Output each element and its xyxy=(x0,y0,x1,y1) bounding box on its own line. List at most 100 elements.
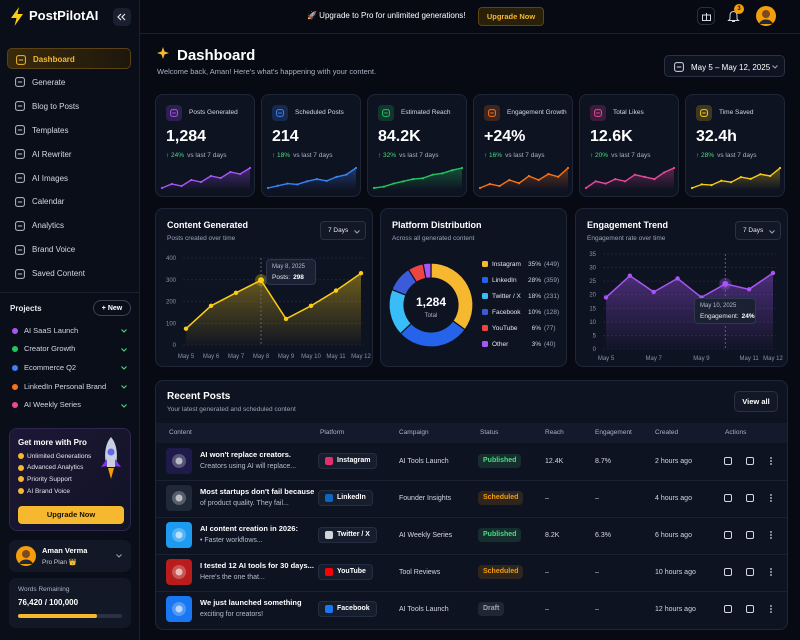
nav-item[interactable]: AI Images xyxy=(7,168,131,189)
action-button[interactable] xyxy=(765,603,777,615)
platform-icon xyxy=(325,568,333,577)
sparkline-point xyxy=(239,172,242,176)
chevron-shape xyxy=(354,229,360,234)
rocket-window xyxy=(107,448,115,456)
platform-name: Facebook xyxy=(337,605,370,612)
action-button[interactable] xyxy=(765,455,777,467)
sparkline-line xyxy=(479,167,569,189)
sparkline-point xyxy=(421,177,424,180)
sparkline-point xyxy=(276,184,279,187)
action-shape xyxy=(724,568,732,576)
collapse-button[interactable] xyxy=(113,8,131,26)
promo-feature: Advanced Analytics xyxy=(27,464,84,472)
platform-name: Twitter / X xyxy=(337,531,370,538)
nav-item[interactable]: Analytics xyxy=(7,215,131,236)
promo-feature: Priority Support xyxy=(27,475,72,483)
nav-item[interactable]: Brand Voice xyxy=(7,239,131,260)
recent-posts-panel: Recent Posts Your latest generated and sc… xyxy=(155,380,788,630)
sparkline-point xyxy=(547,172,550,176)
nav-item[interactable]: Templates xyxy=(7,120,131,141)
legend-label: Instagram xyxy=(492,261,521,268)
icon-shape xyxy=(382,109,390,117)
post-title: I tested 12 AI tools for 30 days... xyxy=(200,561,314,570)
sparkline-point xyxy=(451,169,454,172)
sparkle-icon xyxy=(157,47,169,59)
action-button[interactable] xyxy=(744,455,756,467)
legend-count: (40) xyxy=(544,341,556,348)
rocket-flame xyxy=(108,468,114,479)
icon-shape xyxy=(16,54,26,65)
action-button[interactable] xyxy=(765,492,777,504)
stat-title: Posts Generated xyxy=(189,109,238,116)
sparkline xyxy=(478,166,570,190)
sparkline-point xyxy=(382,185,385,188)
line-point xyxy=(722,280,729,287)
action-icon xyxy=(746,605,754,613)
page-subtitle: Welcome back, Aman! Here's what's happen… xyxy=(157,67,377,76)
action-button[interactable] xyxy=(722,492,734,504)
chevron xyxy=(116,554,122,558)
tooltip-value: 24% xyxy=(741,313,755,320)
action-button[interactable] xyxy=(744,492,756,504)
nav-item[interactable]: Generate xyxy=(7,72,131,93)
project-name[interactable]: LinkedIn Personal Brand xyxy=(24,381,107,391)
icon-shape xyxy=(594,109,602,117)
stat-change: ↑ 28% xyxy=(696,152,715,159)
upgrade-button[interactable]: Upgrade Now xyxy=(18,506,124,524)
created: 2 hours ago xyxy=(655,458,692,465)
action-shape xyxy=(724,605,732,613)
action-button[interactable] xyxy=(722,566,734,578)
thumbnail xyxy=(166,522,192,548)
icon-shape xyxy=(15,268,25,279)
action-button[interactable] xyxy=(744,529,756,541)
date-picker[interactable]: May 5 – May 12, 2025 xyxy=(664,55,785,77)
nav-item[interactable]: Blog to Posts xyxy=(7,96,131,117)
nav-item[interactable]: Saved Content xyxy=(7,263,131,284)
gift-button[interactable] xyxy=(697,7,715,25)
action-button[interactable] xyxy=(722,529,734,541)
project-name[interactable]: AI Weekly Series xyxy=(24,400,81,410)
promo-feature: AI Brand Voice xyxy=(27,487,70,495)
campaign: AI Tools Launch xyxy=(399,458,449,465)
user-card[interactable]: Aman Verma Pro Plan 👑 xyxy=(9,540,131,572)
y-tick-label: 5 xyxy=(593,333,597,339)
icon-shape xyxy=(15,101,25,112)
action-shape xyxy=(770,568,772,570)
rocket-fin xyxy=(101,459,121,467)
action-button[interactable] xyxy=(722,455,734,467)
line-area xyxy=(606,273,773,349)
stat-change: ↑ 32% xyxy=(378,152,397,159)
nav-item[interactable]: Dashboard xyxy=(7,48,131,69)
page-title: Dashboard xyxy=(177,47,256,64)
column-header: Created xyxy=(655,429,679,436)
action-button[interactable] xyxy=(744,603,756,615)
sparkline-point xyxy=(200,180,203,184)
project-name[interactable]: Creator Growth xyxy=(24,344,76,354)
nav-item[interactable]: AI Rewriter xyxy=(7,144,131,165)
nav-item[interactable]: Calendar xyxy=(7,191,131,212)
action-button[interactable] xyxy=(765,566,777,578)
action-button[interactable] xyxy=(744,566,756,578)
line xyxy=(185,272,362,330)
icon xyxy=(700,109,708,117)
project-name[interactable]: Ecommerce Q2 xyxy=(24,362,77,372)
check-dot xyxy=(18,488,24,495)
table-header xyxy=(156,423,787,443)
nav-label: AI Rewriter xyxy=(32,149,72,159)
stat-icon xyxy=(272,105,288,121)
action-button[interactable] xyxy=(722,603,734,615)
project-name[interactable]: AI SaaS Launch xyxy=(24,325,79,335)
period-dropdown[interactable]: 7 Days xyxy=(735,221,781,240)
column-header: Status xyxy=(480,429,499,436)
period-dropdown[interactable]: 7 Days xyxy=(320,221,366,240)
icon xyxy=(15,173,25,183)
stat-change: ↑ 24% xyxy=(166,152,185,159)
legend-swatch xyxy=(482,261,488,267)
sidebar: PostPilotAI Dashboard Generate Blog to Post… xyxy=(0,0,140,640)
view-all-button[interactable]: View all xyxy=(734,391,778,412)
action-button[interactable] xyxy=(765,529,777,541)
banner-button[interactable]: Upgrade Now xyxy=(478,7,544,26)
new-button[interactable]: + New xyxy=(93,300,131,316)
stat-value: 12.6K xyxy=(590,128,633,145)
